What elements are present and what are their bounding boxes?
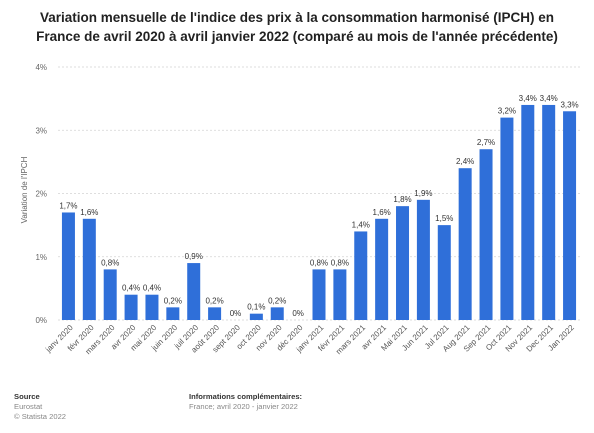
bar-value-label: 0,8%	[101, 258, 119, 267]
bar-value-label: 3,2%	[498, 107, 516, 116]
y-axis-label: Variation de l'IPCH	[20, 156, 29, 223]
source-line-statista: © Statista 2022	[14, 412, 67, 421]
bar	[542, 104, 556, 320]
bar-value-label: 3,4%	[540, 94, 558, 103]
bar-value-label: 0,4%	[122, 284, 140, 293]
bar	[103, 269, 117, 320]
bar-value-label: 1,5%	[435, 214, 453, 223]
bar-labels: 1,7%1,6%0,8%0,4% 0,4%0,2%0,9%0,2%0%0,1%0,…	[59, 94, 578, 318]
bar	[521, 104, 535, 320]
bar-value-label: 1,8%	[393, 195, 411, 204]
bar-value-label: 3,3%	[560, 100, 578, 109]
bar-value-label: 0,4%	[143, 284, 161, 293]
bar	[166, 307, 180, 320]
bar-value-label: 0,2%	[164, 296, 182, 305]
bar	[500, 117, 514, 320]
source-block: Source Eurostat © Statista 2022	[14, 392, 66, 422]
bar	[563, 111, 577, 321]
bar	[416, 199, 430, 320]
bar-value-label: 0,8%	[331, 258, 349, 267]
bar-value-label: 2,7%	[477, 138, 495, 147]
bar	[61, 212, 75, 320]
bars	[61, 104, 577, 321]
bar	[333, 269, 347, 320]
info-line: France; avril 2020 - janvier 2022	[189, 402, 298, 411]
y-tick-label: 1%	[35, 253, 47, 262]
bar	[354, 231, 368, 320]
bar	[208, 307, 222, 320]
chart-title: Variation mensuelle de l'indice des prix…	[36, 10, 558, 44]
bar-value-label: 1,7%	[59, 201, 77, 210]
bar-value-label: 0,2%	[268, 296, 286, 305]
source-heading: Source	[14, 392, 40, 401]
bar	[312, 269, 326, 320]
bar-value-label: 1,6%	[373, 208, 391, 217]
bar-value-label: 0%	[292, 309, 304, 318]
bar-value-label: 1,9%	[414, 189, 432, 198]
bar-value-label: 0,9%	[185, 252, 203, 261]
y-axis-ticks: 0% 1% 2% 3% 4%	[35, 63, 47, 325]
y-tick-label: 0%	[35, 316, 47, 325]
info-heading: Informations complémentaires:	[189, 392, 303, 401]
bar	[145, 294, 159, 320]
bar	[396, 206, 410, 320]
bar	[458, 168, 472, 320]
bar-value-label: 0,1%	[247, 303, 265, 312]
y-tick-label: 2%	[35, 190, 47, 199]
bar	[249, 313, 263, 320]
info-block: Informations complémentaires: France; av…	[189, 392, 302, 412]
bar	[479, 149, 493, 320]
bar	[375, 218, 389, 320]
bar-chart: 0%1%2%3%4% Variation de l'IPCH 1,7%1,6%0…	[20, 63, 580, 356]
bar	[82, 218, 96, 320]
bar	[270, 307, 284, 320]
bar	[437, 225, 451, 320]
bar-value-label: 0,2%	[205, 296, 223, 305]
bar-value-label: 0%	[230, 309, 242, 318]
bar	[187, 263, 201, 320]
bar-value-label: 1,4%	[352, 220, 370, 229]
y-tick-label: 4%	[35, 63, 47, 72]
bar	[124, 294, 138, 320]
bar-value-label: 1,6%	[80, 208, 98, 217]
y-tick-label: 3%	[35, 126, 47, 135]
bar-value-label: 3,4%	[519, 94, 537, 103]
bar-value-label: 0,8%	[310, 258, 328, 267]
source-line-eurostat: Eurostat	[14, 402, 43, 411]
bar-value-label: 2,4%	[456, 157, 474, 166]
